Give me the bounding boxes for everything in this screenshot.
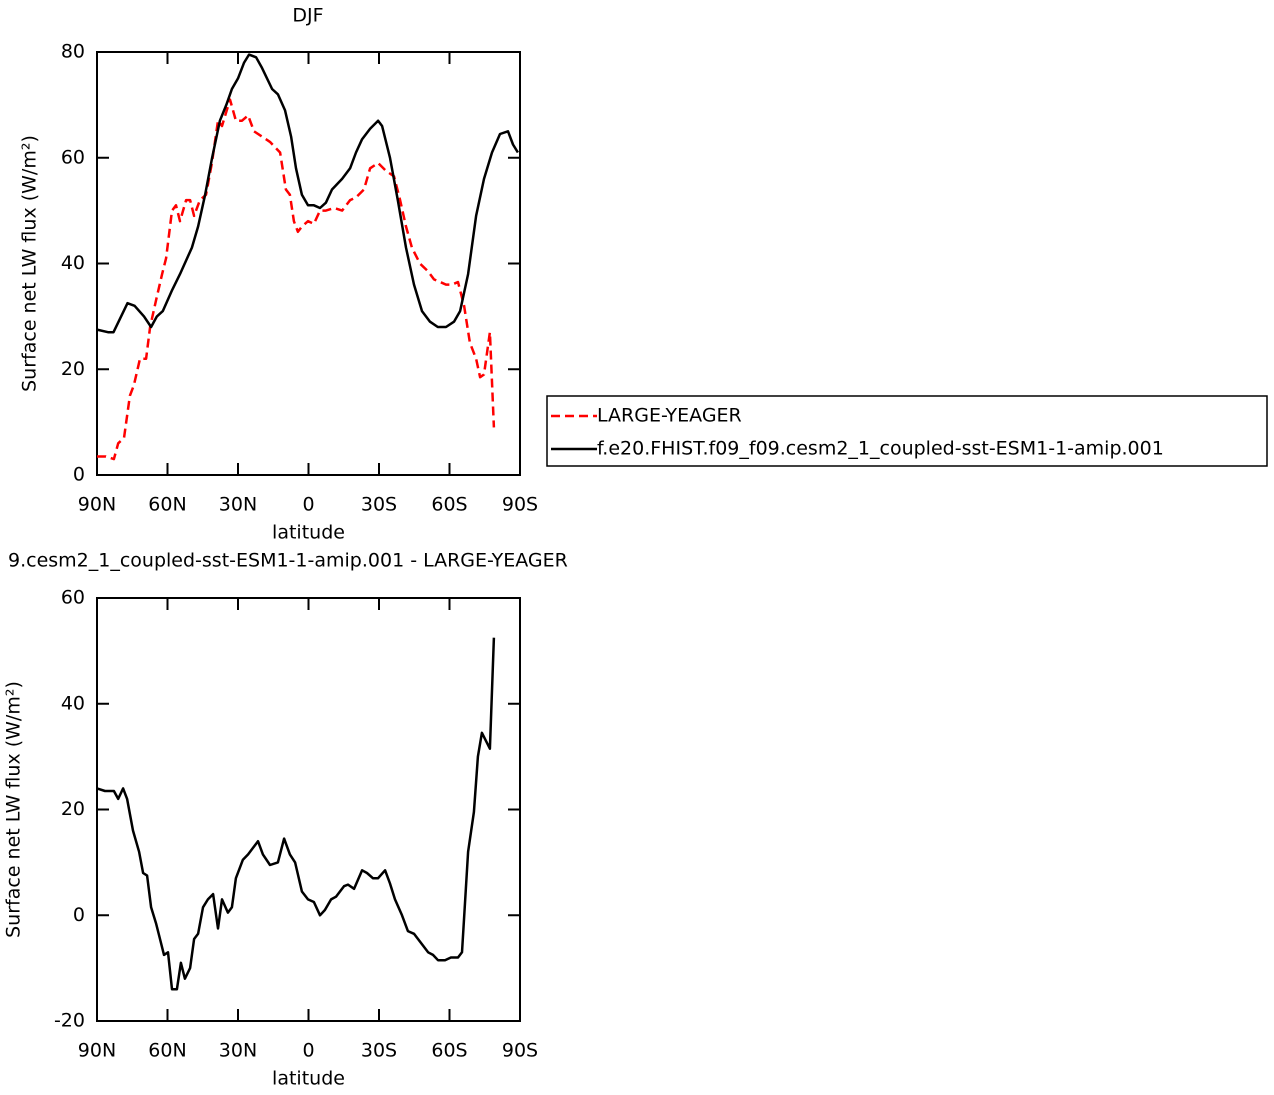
- y-axis-label: Surface net LW flux (W/m²): [19, 135, 41, 392]
- plot-frame: [96, 51, 521, 476]
- y-tick-label: 20: [61, 358, 85, 380]
- y-tick-label: 80: [61, 41, 85, 63]
- x-tick-label: 60N: [148, 1040, 186, 1062]
- legend-label: LARGE-YEAGER: [597, 405, 742, 427]
- y-tick-label: 0: [73, 904, 85, 926]
- x-tick-label: 60N: [148, 494, 186, 516]
- x-tick-label: 30N: [219, 1040, 257, 1062]
- x-tick-label: 60S: [431, 1040, 467, 1062]
- legend-label: f.e20.FHIST.f09_f09.cesm2_1_coupled-sst-…: [597, 438, 1164, 460]
- plot-frame: [96, 597, 521, 1022]
- y-tick-label: -20: [54, 1010, 85, 1032]
- x-tick-label: 90N: [78, 1040, 116, 1062]
- x-axis-label: latitude: [272, 1068, 345, 1090]
- data-line: [96, 637, 496, 991]
- y-tick-label: 60: [61, 146, 85, 168]
- y-tick-label: 40: [61, 252, 85, 274]
- x-tick-label: 60S: [431, 494, 467, 516]
- data-line: [96, 53, 519, 334]
- legend-box: [546, 395, 1268, 467]
- x-tick-label: 90S: [502, 1040, 538, 1062]
- x-tick-label: 90S: [502, 494, 538, 516]
- x-tick-label: 0: [302, 1040, 314, 1062]
- x-tick-label: 30N: [219, 494, 257, 516]
- chart-title: 9.cesm2_1_coupled-sst-ESM1-1-amip.001 - …: [8, 550, 568, 572]
- x-tick-label: 0: [302, 494, 314, 516]
- data-line: [97, 98, 496, 461]
- chart-title: DJF: [292, 5, 323, 27]
- y-tick-label: 40: [61, 692, 85, 714]
- y-tick-label: 60: [61, 587, 85, 609]
- y-axis-label: Surface net LW flux (W/m²): [3, 681, 25, 938]
- x-tick-label: 90N: [78, 494, 116, 516]
- x-axis-label: latitude: [272, 522, 345, 544]
- y-tick-label: 0: [73, 464, 85, 486]
- y-tick-label: 20: [61, 798, 85, 820]
- x-tick-label: 30S: [361, 1040, 397, 1062]
- x-tick-label: 30S: [361, 494, 397, 516]
